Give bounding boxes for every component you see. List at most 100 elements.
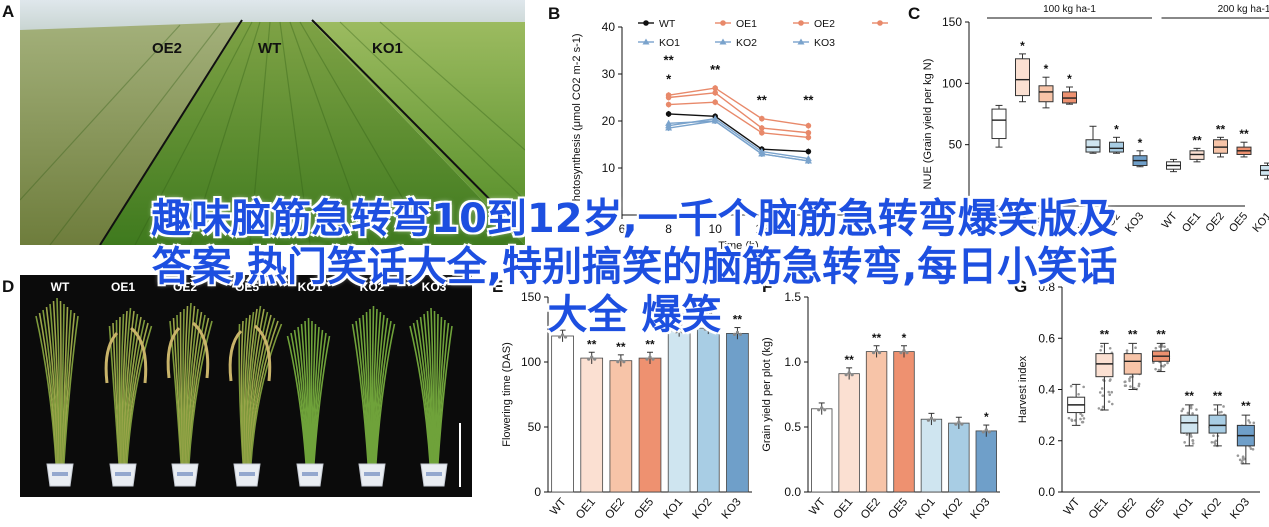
- bar-ko3: [975, 430, 997, 493]
- data-dot: [981, 430, 985, 434]
- x-tick-label: OE2: [1029, 210, 1052, 235]
- box: [1085, 139, 1101, 153]
- box: [1095, 353, 1114, 378]
- x-tick-label: KO1: [914, 496, 938, 521]
- stem: [187, 320, 213, 469]
- data-dot: [1137, 382, 1141, 386]
- box: [1015, 58, 1030, 97]
- significance-label: *: [1044, 62, 1049, 76]
- flowering-time-chart: 0 50 100 150 Flowering time (DAS) WT ** OE1 ** OE…: [501, 290, 752, 522]
- stem: [371, 308, 378, 469]
- significance-label: **: [803, 93, 814, 108]
- data-dot: [1195, 408, 1198, 411]
- data-point-ko3: [665, 119, 673, 126]
- data-point-ko3: [758, 150, 766, 157]
- data-dot: [1213, 408, 1217, 411]
- x-tick-label: 14: [802, 222, 816, 236]
- x-tick-label: OE5: [1143, 496, 1167, 521]
- pot-pattern: [302, 472, 318, 476]
- x-tick-label: OE1: [1180, 210, 1203, 235]
- data-dot: [1189, 433, 1192, 436]
- stem: [426, 310, 435, 469]
- grain-yield-chart: 0.0 0.5 1.0 1.5 Grain yield per plot (kg) WT *…: [761, 290, 1000, 522]
- data-dot: [1129, 375, 1132, 379]
- data-dot: [1080, 414, 1084, 417]
- data-dot: [1101, 394, 1105, 397]
- panel-d: D WT OE1 OE2 OE5 KO1 KO2 KO3: [0, 275, 475, 497]
- data-dot: [703, 327, 707, 331]
- data-dot: [817, 408, 821, 412]
- x-tick-label: OE1: [574, 496, 598, 521]
- data-dot: [590, 355, 594, 359]
- significance-label: **: [1213, 389, 1223, 403]
- significance-label: **: [1128, 327, 1138, 341]
- data-dot: [1248, 421, 1252, 424]
- data-dot: [850, 373, 854, 377]
- bar-ko1: [920, 418, 943, 493]
- y-tick-label: 0.4: [1038, 383, 1055, 397]
- stem: [238, 323, 245, 469]
- stem: [187, 317, 210, 469]
- x-tick-label: WT: [1062, 496, 1083, 517]
- box-ko1: [1085, 125, 1101, 154]
- stem: [125, 325, 153, 469]
- panicle: [104, 331, 119, 384]
- stem: [60, 303, 65, 469]
- data-dot: [1166, 361, 1169, 365]
- series-line-oe2: [668, 92, 809, 134]
- series-line-oe5: [668, 101, 809, 139]
- stem: [373, 317, 389, 469]
- data-dot: [1220, 410, 1223, 414]
- data-point-ko2: [665, 124, 673, 131]
- plant-label-oe1: OE1: [111, 280, 135, 294]
- significance-label: **: [664, 53, 675, 68]
- x-tick-label: OE2: [1115, 496, 1139, 521]
- stem: [310, 323, 317, 469]
- stem: [179, 311, 184, 469]
- data-dot: [560, 333, 565, 337]
- data-dot: [1154, 367, 1157, 371]
- bar-oe2: [609, 360, 633, 493]
- panel-f: F 0.0 0.5 1.0 1.5 Grain yield per plot (kg) W…: [760, 275, 1015, 527]
- pot-pattern: [239, 472, 255, 476]
- significance-label: **: [1239, 127, 1249, 141]
- pot-pattern: [177, 472, 193, 476]
- data-dot: [1108, 393, 1112, 396]
- data-dot: [557, 335, 562, 339]
- significance-label: **: [710, 62, 721, 77]
- field-photo-art: [20, 0, 525, 245]
- bar-ko3: [726, 333, 749, 493]
- data-dot: [874, 349, 879, 353]
- stem: [434, 313, 439, 469]
- x-axis-label: Time (h): [718, 240, 759, 252]
- stem: [249, 323, 283, 469]
- x-tick-label: KO3: [969, 496, 993, 521]
- stem: [61, 306, 69, 469]
- significance-label: **: [616, 340, 626, 354]
- data-point-oe5: [712, 99, 718, 105]
- data-dot: [1107, 400, 1111, 403]
- box-ko1: [1180, 404, 1199, 447]
- stem: [125, 322, 149, 469]
- data-dot: [957, 420, 961, 424]
- nue-chart: 50 100 150 NUE (Grain yield per kg N) 100 kg…: [922, 4, 1269, 235]
- group-label: 200 kg ha-1: [1218, 4, 1269, 15]
- significance-label: *: [984, 410, 989, 424]
- data-dot: [593, 357, 597, 361]
- legend-marker-wt: [643, 20, 649, 26]
- x-tick-label: WT: [548, 496, 569, 517]
- y-tick-label: 0.2: [1038, 434, 1055, 448]
- data-dot: [1123, 380, 1127, 384]
- legend-marker-ko2: [719, 38, 727, 45]
- photosynthesis-chart: 10 20 30 40 6 8 10 12 14 16 Time (h) Photosynthesis…: [571, 18, 914, 252]
- significance-label: **: [1216, 122, 1226, 136]
- plant-label-ko3: KO3: [422, 280, 447, 294]
- data-dot: [1249, 447, 1253, 450]
- x-tick-label: OE2: [603, 496, 627, 521]
- field-photo: OE2 WT KO1: [20, 0, 525, 245]
- stem: [419, 316, 433, 469]
- panel-a: A: [0, 0, 525, 245]
- stem: [122, 307, 132, 469]
- y-tick-label: 100: [521, 355, 541, 369]
- stem: [312, 332, 327, 469]
